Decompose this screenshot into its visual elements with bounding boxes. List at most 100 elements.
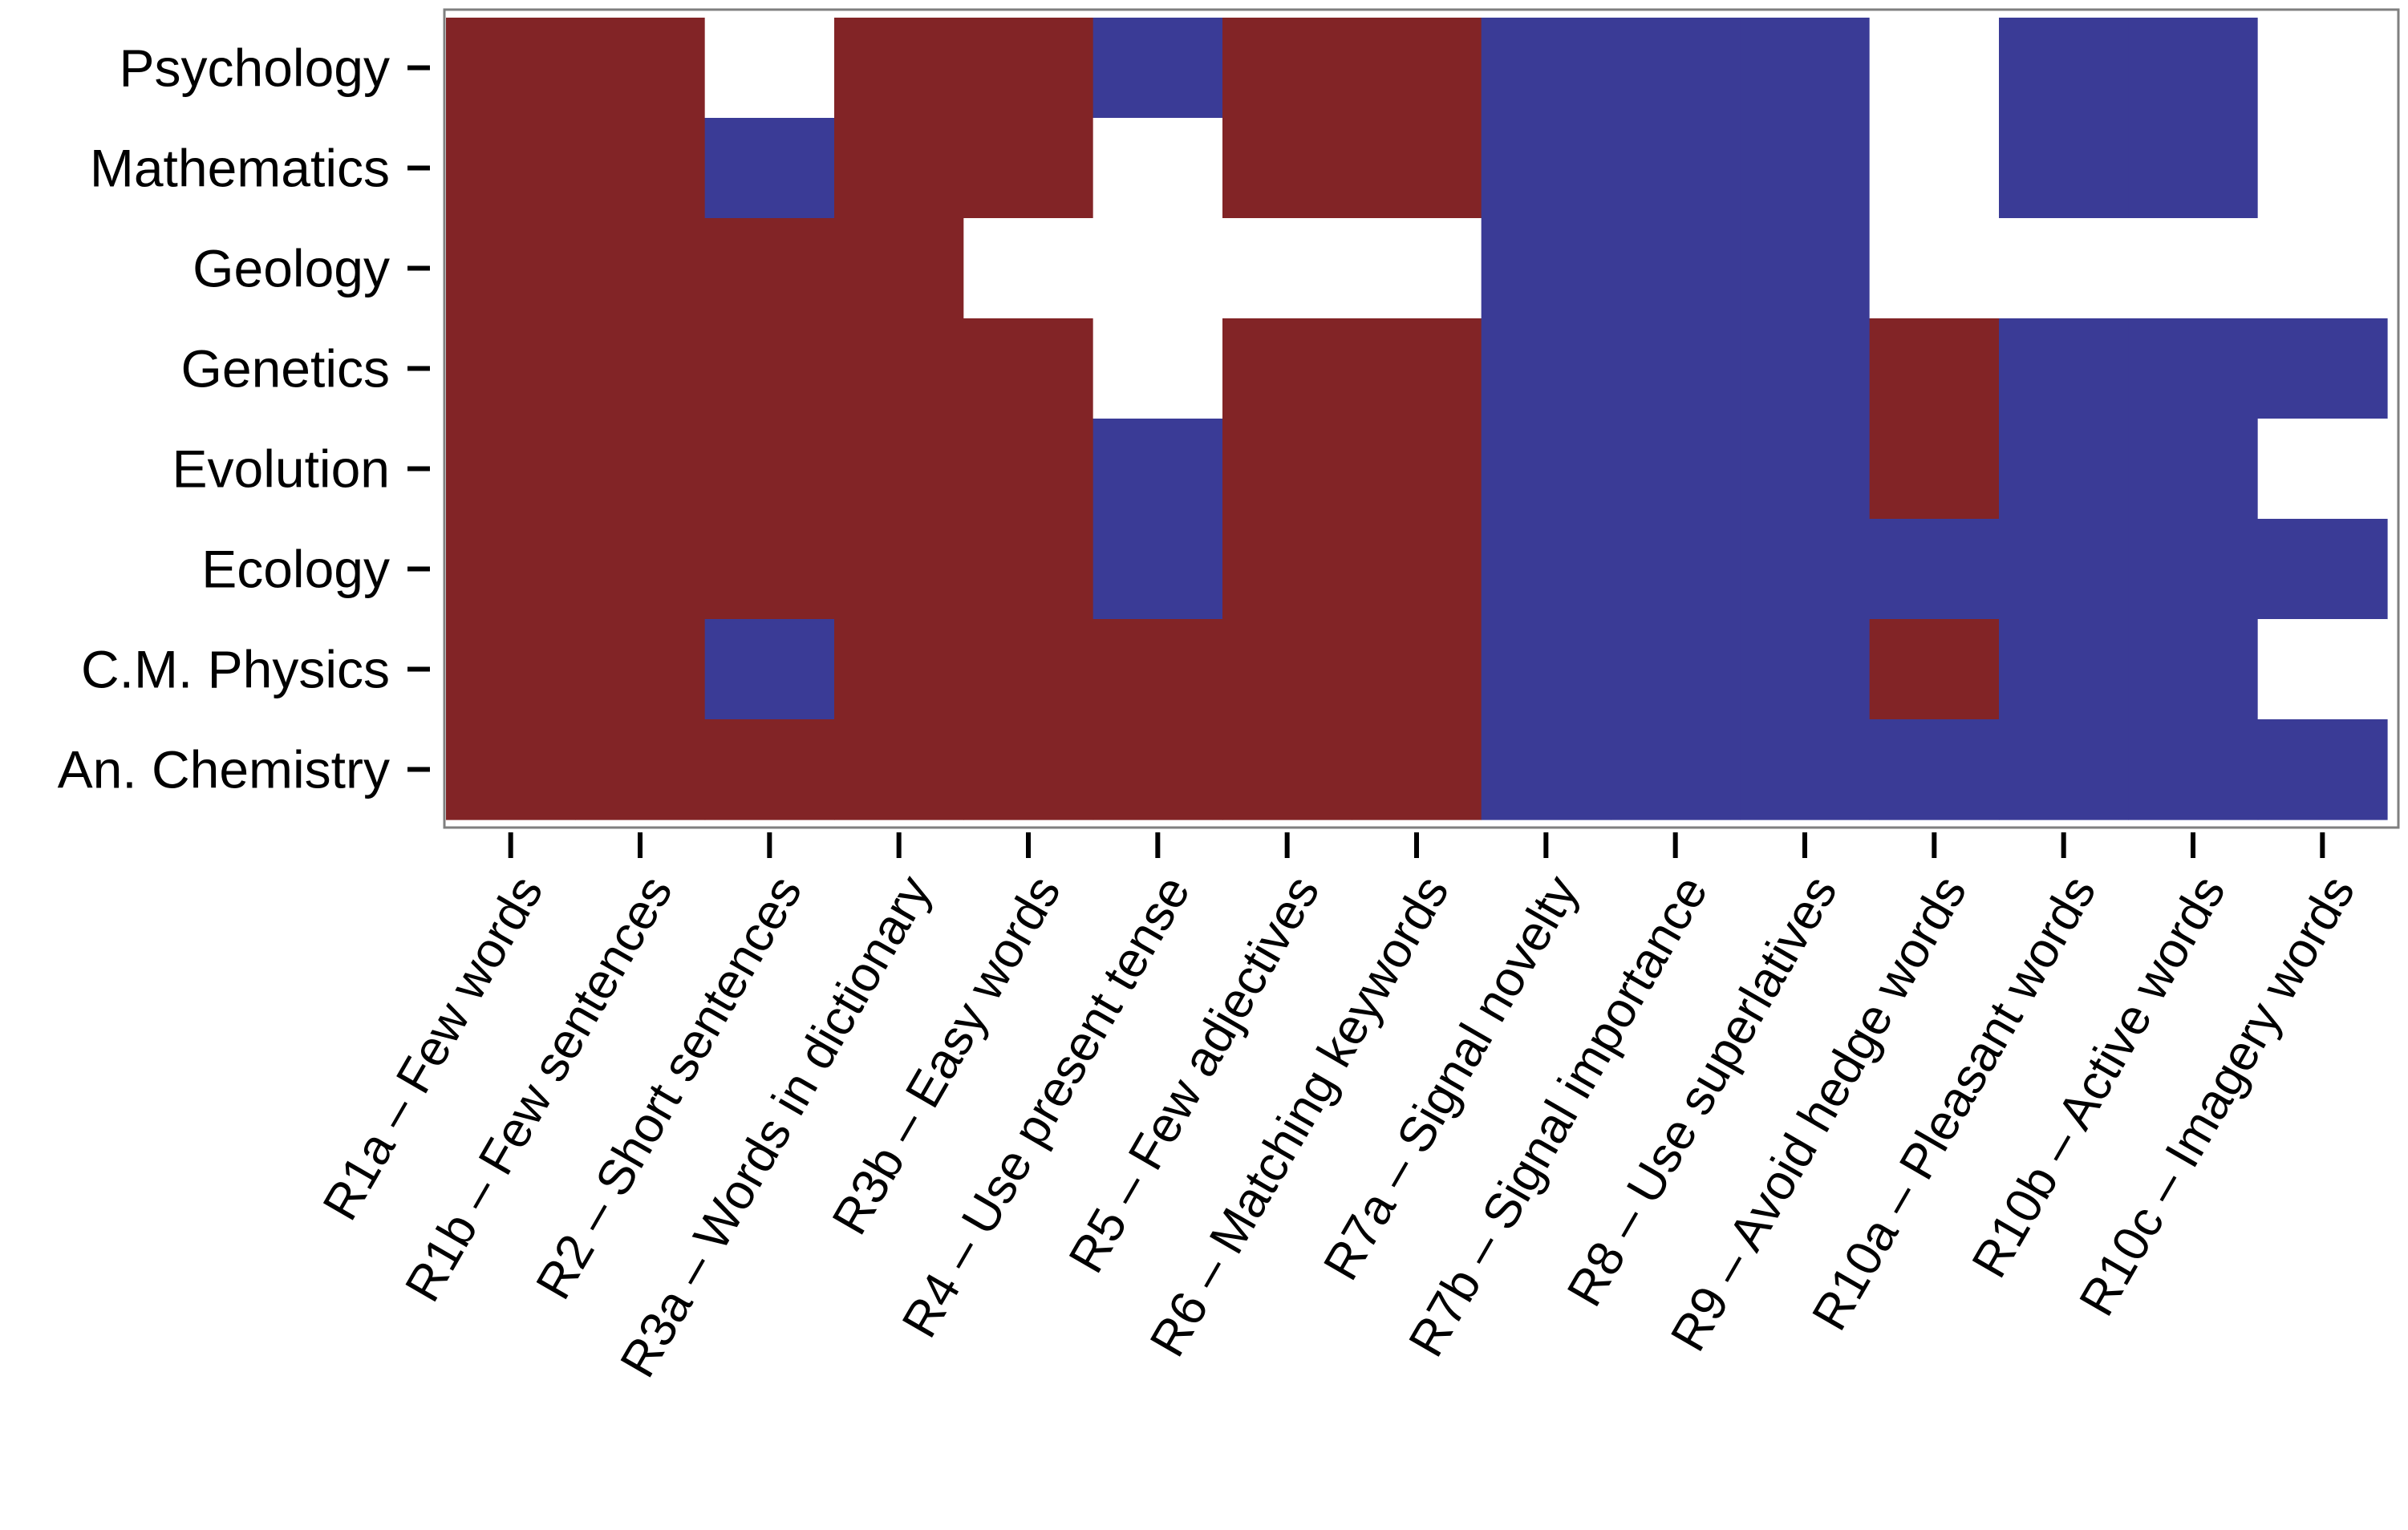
heatmap-cell bbox=[2128, 719, 2259, 820]
heatmap-cells bbox=[446, 18, 2388, 820]
heatmap-cell bbox=[963, 519, 1094, 620]
heatmap-cell bbox=[2257, 318, 2388, 419]
heatmap-cell bbox=[1611, 419, 1741, 520]
heatmap-cell bbox=[1611, 218, 1741, 319]
heatmap-cell bbox=[1352, 619, 1482, 720]
heatmap-cell bbox=[1999, 118, 2129, 219]
heatmap-cell bbox=[1740, 18, 1871, 119]
heatmap-cell bbox=[1740, 218, 1871, 319]
heatmap-cell bbox=[1222, 218, 1352, 319]
heatmap-cell bbox=[1481, 18, 1611, 119]
heatmap-cell bbox=[834, 18, 964, 119]
heatmap-cell bbox=[575, 318, 706, 419]
heatmap-cell bbox=[1740, 519, 1871, 620]
heatmap-cell bbox=[1481, 118, 1611, 219]
heatmap-cell bbox=[1093, 118, 1223, 219]
x-tick-label: R3b – Easy words bbox=[822, 867, 1072, 1244]
heatmap-cell bbox=[704, 519, 835, 620]
y-tick-label: Mathematics bbox=[90, 139, 390, 198]
heatmap-cell bbox=[1999, 318, 2129, 419]
y-tick-label: An. Chemistry bbox=[58, 740, 390, 799]
heatmap-cell bbox=[963, 318, 1094, 419]
heatmap-cell bbox=[2257, 619, 2388, 720]
heatmap-cell bbox=[446, 419, 576, 520]
heatmap-cell bbox=[1740, 619, 1871, 720]
heatmap-cell bbox=[446, 619, 576, 720]
heatmap-cell bbox=[1611, 318, 1741, 419]
heatmap-cell bbox=[575, 719, 706, 820]
heatmap-cell bbox=[1481, 619, 1611, 720]
heatmap-cell bbox=[1611, 719, 1741, 820]
heatmap-cell bbox=[2128, 519, 2259, 620]
heatmap-cell bbox=[1093, 18, 1223, 119]
heatmap-cell bbox=[1222, 619, 1352, 720]
heatmap-cell bbox=[1869, 519, 2000, 620]
heatmap-cell bbox=[1869, 419, 2000, 520]
y-tick-label: Psychology bbox=[119, 38, 390, 98]
heatmap-cell bbox=[834, 218, 964, 319]
heatmap-cell bbox=[2128, 318, 2259, 419]
y-tick-label: Ecology bbox=[201, 540, 390, 599]
heatmap-cell bbox=[1352, 419, 1482, 520]
heatmap-cell bbox=[1222, 719, 1352, 820]
heatmap-cell bbox=[1611, 619, 1741, 720]
heatmap-cell bbox=[575, 519, 706, 620]
heatmap-cell bbox=[575, 218, 706, 319]
heatmap-cell bbox=[575, 619, 706, 720]
heatmap-cell bbox=[446, 118, 576, 219]
heatmap-cell bbox=[1999, 619, 2129, 720]
heatmap-cell bbox=[704, 619, 835, 720]
heatmap-cell bbox=[1869, 118, 2000, 219]
heatmap-cell bbox=[1481, 719, 1611, 820]
heatmap-cell bbox=[834, 519, 964, 620]
heatmap-cell bbox=[1352, 519, 1482, 620]
heatmap-cell bbox=[704, 318, 835, 419]
heatmap-cell bbox=[1999, 218, 2129, 319]
heatmap-cell bbox=[2128, 118, 2259, 219]
heatmap-cell bbox=[1093, 419, 1223, 520]
heatmap-cell bbox=[1999, 18, 2129, 119]
heatmap-cell bbox=[963, 218, 1094, 319]
heatmap-cell bbox=[1093, 318, 1223, 419]
heatmap-cell bbox=[1481, 318, 1611, 419]
heatmap-cell bbox=[834, 318, 964, 419]
heatmap-cell bbox=[1093, 218, 1223, 319]
heatmap-cell bbox=[1093, 619, 1223, 720]
heatmap-cell bbox=[1611, 118, 1741, 219]
heatmap-cell bbox=[963, 419, 1094, 520]
heatmap-cell bbox=[2257, 519, 2388, 620]
y-tick-label: Evolution bbox=[172, 439, 390, 499]
heatmap-cell bbox=[704, 719, 835, 820]
heatmap-cell bbox=[2257, 218, 2388, 319]
x-tick-label: R10b – Active words bbox=[1962, 867, 2236, 1287]
heatmap-cell bbox=[2128, 619, 2259, 720]
heatmap-cell bbox=[1222, 419, 1352, 520]
heatmap-cell bbox=[963, 619, 1094, 720]
heatmap-cell bbox=[704, 118, 835, 219]
heatmap-cell bbox=[1222, 18, 1352, 119]
heatmap-cell bbox=[1999, 719, 2129, 820]
heatmap-cell bbox=[2128, 419, 2259, 520]
heatmap-cell bbox=[1869, 619, 2000, 720]
heatmap-cell bbox=[704, 18, 835, 119]
y-tick-label: Geology bbox=[193, 239, 390, 298]
heatmap-cell bbox=[1093, 519, 1223, 620]
heatmap-cell bbox=[834, 619, 964, 720]
heatmap-cell bbox=[2257, 419, 2388, 520]
heatmap-cell bbox=[834, 419, 964, 520]
heatmap-cell bbox=[446, 519, 576, 620]
x-tick-label: R5 – Few adjectives bbox=[1059, 867, 1331, 1282]
heatmap-cell bbox=[1611, 519, 1741, 620]
heatmap-cell bbox=[1869, 18, 2000, 119]
heatmap-cell bbox=[704, 419, 835, 520]
heatmap-cell bbox=[2257, 118, 2388, 219]
heatmap-cell bbox=[1869, 318, 2000, 419]
plot-panel-border bbox=[443, 8, 2400, 829]
y-axis: Psychology Mathematics Geology Genetics Evol… bbox=[58, 38, 430, 799]
heatmap-cell bbox=[963, 118, 1094, 219]
heatmap-cell bbox=[1999, 519, 2129, 620]
heatmap-cell bbox=[1740, 118, 1871, 219]
heatmap-cell bbox=[2257, 18, 2388, 119]
